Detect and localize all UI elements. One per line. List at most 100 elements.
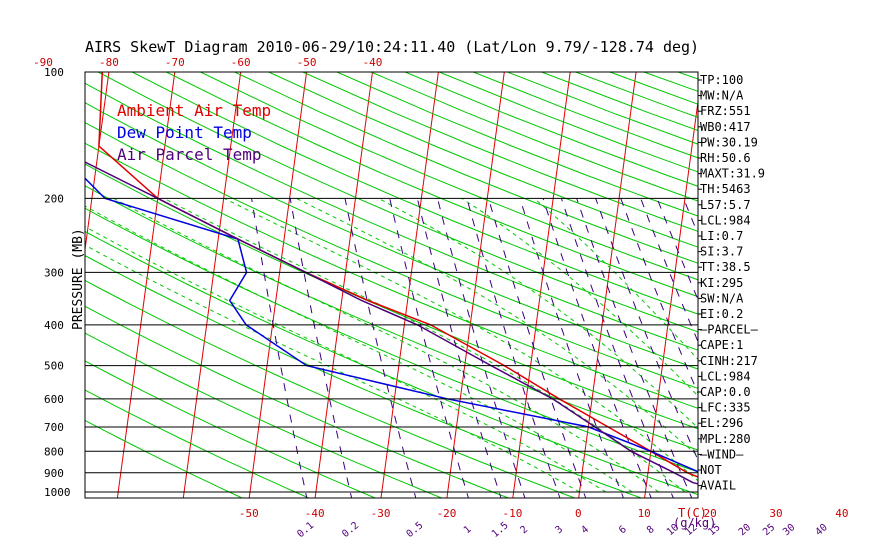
pressure-tick-label: 800 [44, 445, 64, 458]
dry-adiabat-line [268, 72, 698, 248]
moist-adiabat-line [85, 205, 633, 493]
mixing-ratio-tick-label: 0.2 [340, 520, 361, 540]
isotherm-line [644, 97, 698, 498]
top-temp-tick-label: -50 [297, 56, 317, 69]
background-lines [0, 72, 870, 501]
index-label: TP:100 [700, 73, 743, 87]
temp-unit-label: T(C) [678, 506, 707, 520]
index-label: EL:296 [700, 416, 743, 430]
bottom-temp-tick-label: -40 [305, 507, 325, 520]
mixing-ratio-line [640, 198, 698, 343]
index-label: NOT [700, 463, 722, 477]
bottom-temp-tick-label: 0 [575, 507, 582, 520]
moist-adiabat-line [296, 197, 698, 457]
dry-adiabat-line [200, 72, 698, 281]
isotherm-line [842, 72, 870, 501]
isotherm-line [446, 72, 505, 498]
index-label: SI:3.7 [700, 245, 743, 259]
y-axis-label: PRESSURE (MB) [71, 228, 86, 330]
mixing-ratio-unit-label: (g/kg) [673, 516, 716, 530]
index-label: KI:295 [700, 276, 743, 290]
index-label: MPL:280 [700, 432, 751, 446]
pressure-tick-label: 1000 [44, 486, 71, 499]
sounding-series [85, 72, 698, 485]
mixing-ratio-tick-label: 25 [761, 522, 777, 538]
mixing-ratio-line [416, 198, 502, 498]
index-label: CAPE:1 [700, 338, 743, 352]
top-temp-tick-label: -60 [231, 56, 251, 69]
mixing-ratio-line [542, 198, 652, 498]
dry-adiabat-line [336, 72, 698, 217]
top-temp-tick-label: -40 [363, 56, 383, 69]
index-label: L57:5.7 [700, 198, 751, 212]
mixing-ratio-tick-label: 0.1 [295, 520, 316, 540]
isotherm-line [0, 72, 43, 501]
top-temp-tick-label: -90 [33, 56, 53, 69]
dry-adiabat-line [234, 72, 698, 264]
dry-adiabat-line [85, 419, 244, 498]
index-label: SW:N/A [700, 291, 744, 305]
mixing-ratio-tick-label: 1 [462, 524, 474, 536]
index-label: CAP:0.0 [700, 385, 751, 399]
mixing-ratio-line [389, 198, 469, 498]
mixing-ratio-tick-label: 8 [645, 524, 657, 536]
pressure-tick-label: 300 [44, 266, 64, 279]
isotherm-line [116, 72, 176, 498]
mixing-ratio-tick-label: 4 [579, 524, 591, 536]
index-label: LCL:984 [700, 369, 751, 383]
index-label: EI:0.2 [700, 307, 743, 321]
isotherm-line [512, 72, 571, 498]
dry-adiabat-line [85, 163, 698, 430]
isotherm-line [776, 72, 834, 501]
pressure-tick-label: 600 [44, 393, 64, 406]
legend-entry: Ambient Air Temp [117, 101, 271, 120]
index-label: TH:5463 [700, 182, 751, 196]
isotherm-line [314, 72, 373, 498]
mixing-ratio-tick-label: 3 [554, 524, 566, 536]
mixing-ratio-line [656, 198, 698, 301]
mixing-ratio-tick-label: 40 [813, 522, 829, 538]
dry-adiabat-line [97, 72, 698, 333]
pressure-tick-label: 700 [44, 421, 64, 434]
dry-adiabat-line [85, 255, 643, 498]
dry-adiabat-line [85, 230, 698, 496]
dry-adiabat-line [439, 72, 698, 173]
dry-adiabat-line [85, 122, 698, 389]
index-label: PW:30.19 [700, 135, 758, 149]
mixing-ratio-tick-label: 30 [781, 522, 797, 538]
mixing-ratio-line [519, 198, 625, 498]
series-line-air-parcel-temp [85, 161, 698, 485]
legend: Ambient Air Temp Dew Point Temp Air Parcel… [117, 101, 271, 164]
index-label: CINH:217 [700, 354, 758, 368]
top-temp-tick-label: -70 [165, 56, 185, 69]
mixing-ratio-tick-label: 6 [617, 524, 629, 536]
legend-entry: Air Parcel Temp [117, 145, 262, 164]
moist-adiabat-line [378, 197, 698, 429]
legend-entry: Dew Point Temp [117, 123, 252, 142]
dry-adiabat-line [85, 305, 510, 498]
top-temp-tick-label: -80 [99, 56, 119, 69]
index-label: TT:38.5 [700, 260, 751, 274]
index-label: —WIND— [700, 447, 744, 461]
dry-adiabat-line [85, 102, 698, 370]
isotherm-line [248, 72, 308, 498]
index-label: AVAIL [700, 479, 736, 493]
index-label: FRZ:551 [700, 104, 751, 118]
bottom-temp-tick-label: 30 [769, 507, 782, 520]
moist-adiabat-line [85, 226, 607, 493]
mixing-ratio-line [251, 198, 308, 498]
moist-adiabat-line [224, 197, 698, 482]
mixing-ratio-tick-label: 1.5 [490, 520, 511, 540]
mixing-ratio-tick-label: 2 [518, 524, 530, 536]
dry-adiabat-line [131, 72, 698, 315]
bottom-temp-tick-label: 20 [703, 507, 716, 520]
index-label: MAXT:31.9 [700, 167, 765, 181]
dry-adiabat-line [85, 279, 577, 498]
bottom-temp-tick-label: -50 [239, 507, 259, 520]
dry-adiabat-line [302, 72, 698, 232]
dry-adiabat-line [166, 72, 698, 298]
index-label: WB0:417 [700, 120, 751, 134]
bottom-temp-tick-label: -30 [371, 507, 391, 520]
